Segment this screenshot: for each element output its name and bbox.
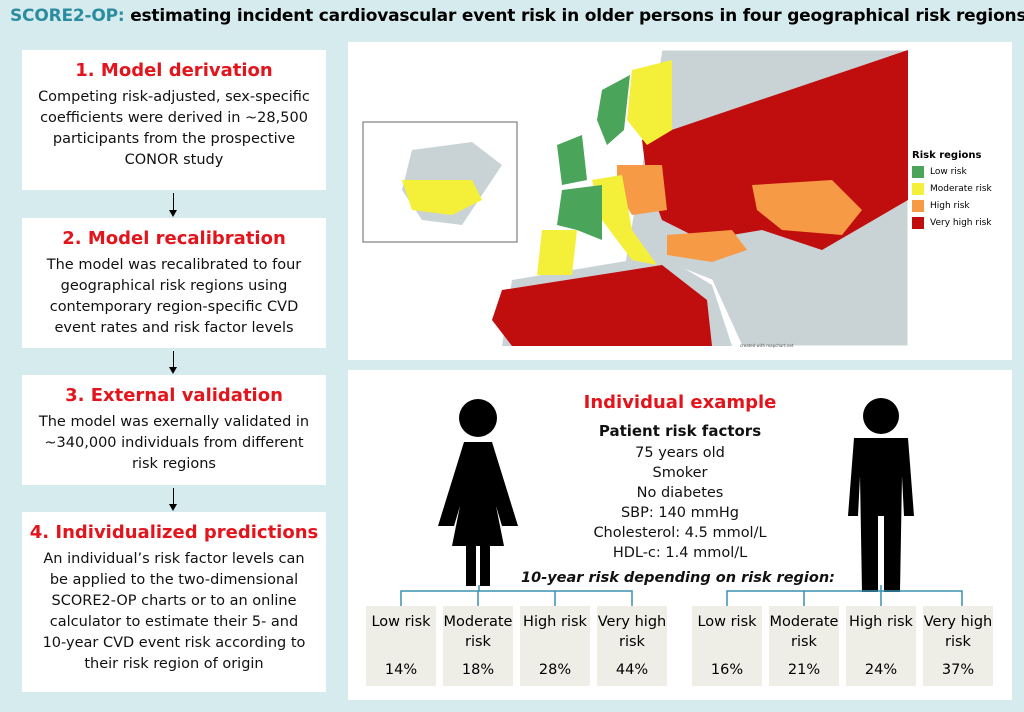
risk-region: High risk: [523, 614, 587, 630]
risk-box: High risk 28%: [520, 606, 590, 686]
region-low: [597, 75, 630, 145]
risk-region: Very high risk: [923, 614, 993, 650]
risk-box: Low risk 16%: [692, 606, 762, 686]
arrow: [169, 193, 177, 217]
region-very-high: [492, 265, 712, 346]
male-icon: [848, 398, 914, 592]
risk-value: 18%: [461, 662, 495, 678]
step-text: An individual’s risk factor levels can b…: [42, 551, 306, 672]
legend-label: Moderate risk: [930, 184, 992, 194]
map-panel: created with mapchart.net: [348, 42, 1012, 360]
risk-region: Moderate risk: [443, 614, 513, 650]
factor: HDL-c: 1.4 mmol/L: [612, 545, 748, 561]
risk-value: 44%: [615, 662, 649, 678]
step-heading: 2. Model recalibration: [62, 228, 286, 249]
risk-region: Very high risk: [597, 614, 667, 650]
factor: 75 years old: [635, 445, 725, 461]
factor: No diabetes: [636, 485, 724, 501]
title-prefix: SCORE2-OP:: [10, 6, 125, 26]
region-high: [667, 230, 747, 262]
region-high: [617, 165, 667, 215]
risk-value: 14%: [384, 662, 418, 678]
factor: Cholesterol: 4.5 mmol/L: [593, 525, 767, 541]
arrow: [169, 488, 177, 511]
step-heading: 1. Model derivation: [75, 60, 273, 81]
risk-value: 28%: [538, 662, 572, 678]
risk-box: Moderate risk 21%: [769, 606, 839, 686]
risk-box: Very high risk 44%: [597, 606, 667, 686]
title-text: estimating incident cardiovascular event…: [130, 6, 1024, 26]
risk-value: 21%: [787, 662, 821, 678]
region-moderate: [592, 175, 657, 265]
map-credit: created with mapchart.net: [740, 343, 794, 348]
risk-value: 16%: [710, 662, 744, 678]
region-moderate: [402, 180, 482, 215]
risk-box: Low risk 14%: [366, 606, 436, 686]
connectors: [400, 585, 963, 606]
risk-region: High risk: [849, 614, 913, 630]
legend-title: Risk regions: [912, 150, 982, 161]
risk-box: High risk 24%: [846, 606, 916, 686]
risk-title: 10-year risk depending on risk region:: [521, 570, 835, 586]
risk-box: Very high risk 37%: [923, 606, 993, 686]
legend-item: Moderate risk: [912, 183, 992, 195]
factors: 75 years old Smoker No diabetes SBP: 140 mm…: [528, 443, 832, 563]
legend-items: Low risk Moderate risk High risk Very high …: [912, 166, 992, 229]
factors-title: Patient risk factors: [598, 422, 762, 440]
step-box: 1. Model derivation Competing risk-adjust…: [22, 50, 326, 190]
risk-value: 24%: [864, 662, 898, 678]
risk-box: Moderate risk 18%: [443, 606, 513, 686]
step-heading: 4. Individualized predictions: [29, 522, 319, 543]
legend-label: Low risk: [930, 167, 967, 177]
region-moderate: [537, 230, 577, 275]
legend-label: Very high risk: [930, 218, 992, 228]
example-title: Individual example: [583, 392, 777, 413]
step-text: Competing risk-adjusted, sex-specific co…: [38, 89, 310, 168]
step-text: The model was exernally validated in ~34…: [38, 414, 310, 472]
legend-swatch: [912, 183, 924, 195]
risk-value: 37%: [941, 662, 975, 678]
map: [362, 50, 908, 346]
region-high: [752, 180, 862, 235]
factor: Smoker: [652, 465, 708, 481]
legend-swatch: [912, 217, 924, 229]
legend-swatch: [912, 166, 924, 178]
region-moderate: [627, 60, 672, 145]
title: SCORE2-OP: estimating incident cardiovas…: [10, 6, 1024, 26]
factor: SBP: 140 mmHg: [620, 505, 740, 521]
risk-region: Low risk: [371, 614, 431, 630]
legend-swatch: [912, 200, 924, 212]
step-heading: 3. External validation: [65, 385, 283, 406]
legend-label: High risk: [930, 201, 970, 211]
step-box: 4. Individualized predictions An individu…: [22, 512, 326, 692]
legend: Risk regions Low risk Moderate risk High r…: [912, 150, 992, 234]
region-low: [557, 135, 587, 185]
female-icon: [438, 399, 518, 586]
step-box: 3. External validation The model was exer…: [22, 375, 326, 485]
legend-item: Very high risk: [912, 217, 992, 229]
legend-item: High risk: [912, 200, 992, 212]
risk-region: Moderate risk: [769, 614, 839, 650]
region-low: [557, 185, 602, 240]
step-box: 2. Model recalibration The model was reca…: [22, 218, 326, 348]
step-text: The model was recalibrated to four geogr…: [46, 257, 302, 336]
risk-region: Low risk: [697, 614, 757, 630]
legend-item: Low risk: [912, 166, 992, 178]
arrow: [169, 351, 177, 374]
